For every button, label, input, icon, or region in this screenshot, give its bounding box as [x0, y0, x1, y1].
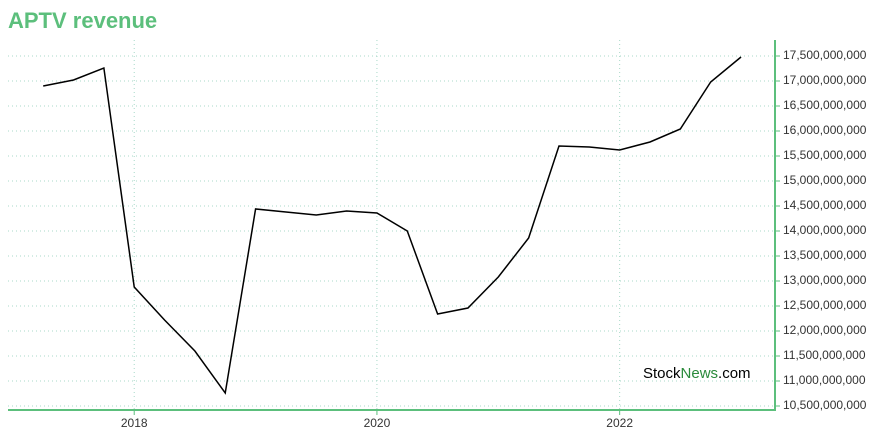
- chart-title: APTV revenue: [8, 8, 157, 33]
- y-tick-label: 15,500,000,000: [783, 148, 867, 162]
- y-tick-label: 17,000,000,000: [783, 73, 867, 87]
- y-tick-label: 10,500,000,000: [783, 398, 867, 412]
- y-tick-label: 16,000,000,000: [783, 123, 867, 137]
- y-tick-label: 17,500,000,000: [783, 48, 867, 62]
- x-tick-label: 2018: [121, 416, 148, 430]
- x-tick-label: 2022: [606, 416, 633, 430]
- watermark-part: .com: [718, 365, 751, 382]
- y-tick-label: 12,000,000,000: [783, 323, 867, 337]
- y-tick-label: 11,500,000,000: [783, 348, 866, 362]
- y-tick-label: 15,000,000,000: [783, 173, 867, 187]
- y-tick-label: 12,500,000,000: [783, 298, 867, 312]
- y-tick-label: 13,500,000,000: [783, 248, 867, 262]
- line: [43, 56, 742, 395]
- y-tick-label: 16,500,000,000: [783, 98, 867, 112]
- y-tick-label: 11,000,000,000: [783, 373, 866, 387]
- watermark-part: Stock: [643, 365, 681, 382]
- y-tick-label: 14,500,000,000: [783, 198, 867, 212]
- y-tick-label: 14,000,000,000: [783, 223, 867, 237]
- x-tick-label: 2020: [364, 416, 391, 430]
- y-tick-label: 13,000,000,000: [783, 273, 867, 287]
- watermark-part: News: [681, 365, 719, 382]
- watermark: StockNews.com: [643, 365, 751, 382]
